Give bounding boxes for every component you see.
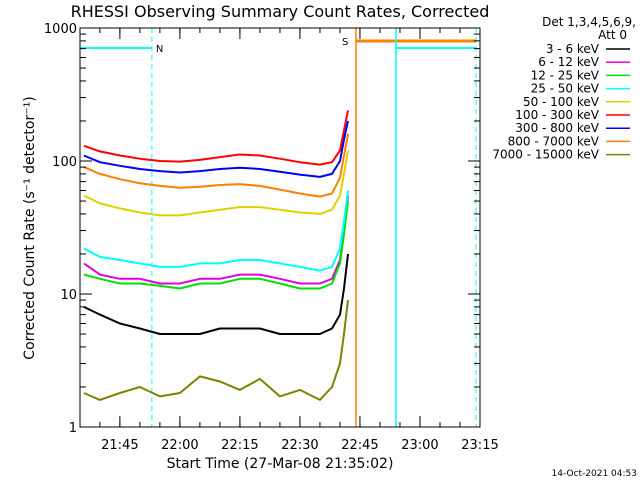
series-lines bbox=[83, 110, 349, 401]
series-line-7 bbox=[83, 133, 349, 198]
x-tick-label: 23:15 bbox=[461, 438, 498, 453]
y-tick-label: 10 bbox=[60, 288, 77, 303]
y-axis-ticks: 1 10 100 1000 bbox=[44, 22, 480, 436]
series-line-0 bbox=[83, 253, 349, 335]
legend-label-7: 800 - 7000 keV bbox=[508, 134, 600, 148]
series-line-8 bbox=[83, 299, 349, 401]
series-line-6 bbox=[83, 120, 349, 178]
x-axis-label: Start Time (27-Mar-08 21:35:02) bbox=[167, 456, 394, 472]
series-line-3 bbox=[83, 190, 349, 272]
series-line-1 bbox=[83, 195, 349, 285]
y-axis-label: Corrected Count Rate (s⁻¹ detector⁻¹) bbox=[22, 96, 38, 359]
y-tick-label: 1000 bbox=[44, 22, 77, 37]
observing-markers: NS bbox=[80, 28, 477, 427]
marker-night: N bbox=[80, 28, 163, 427]
legend-label-4: 50 - 100 keV bbox=[523, 95, 600, 109]
legend-label-2: 12 - 25 keV bbox=[531, 68, 600, 82]
series-line-5 bbox=[83, 110, 349, 166]
x-tick-label: 22:00 bbox=[161, 438, 198, 453]
legend-label-8: 7000 - 15000 keV bbox=[492, 148, 599, 162]
x-tick-label: 23:00 bbox=[401, 438, 438, 453]
x-tick-label: 21:45 bbox=[101, 438, 138, 453]
legend-label-0: 3 - 6 keV bbox=[546, 42, 600, 56]
x-axis-ticks: 21:45 22:00 22:15 22:30 22:45 23:00 23:15 bbox=[99, 28, 499, 453]
x-tick-label: 22:30 bbox=[281, 438, 318, 453]
legend-title-line-2: Att 0 bbox=[598, 28, 627, 42]
chart-title: RHESSI Observing Summary Count Rates, Co… bbox=[71, 2, 490, 21]
y-tick-label: 100 bbox=[52, 155, 77, 170]
legend-label-1: 6 - 12 keV bbox=[538, 55, 600, 69]
marker-label: N bbox=[156, 44, 163, 55]
marker-night bbox=[395, 28, 477, 427]
x-tick-label: 22:45 bbox=[341, 438, 378, 453]
series-line-2 bbox=[83, 200, 349, 290]
legend-label-6: 300 - 800 keV bbox=[515, 121, 599, 135]
legend-title-line-1: Det 1,3,4,5,6,9, bbox=[542, 15, 636, 29]
y-tick-label: 1 bbox=[69, 421, 77, 436]
footer-date: 14-Oct-2021 04:53 bbox=[552, 469, 637, 479]
legend-label-5: 100 - 300 keV bbox=[515, 108, 599, 122]
legend-label-3: 25 - 50 keV bbox=[531, 82, 600, 96]
x-tick-label: 22:15 bbox=[221, 438, 258, 453]
series-line-4 bbox=[83, 150, 349, 217]
marker-label: S bbox=[342, 37, 348, 48]
